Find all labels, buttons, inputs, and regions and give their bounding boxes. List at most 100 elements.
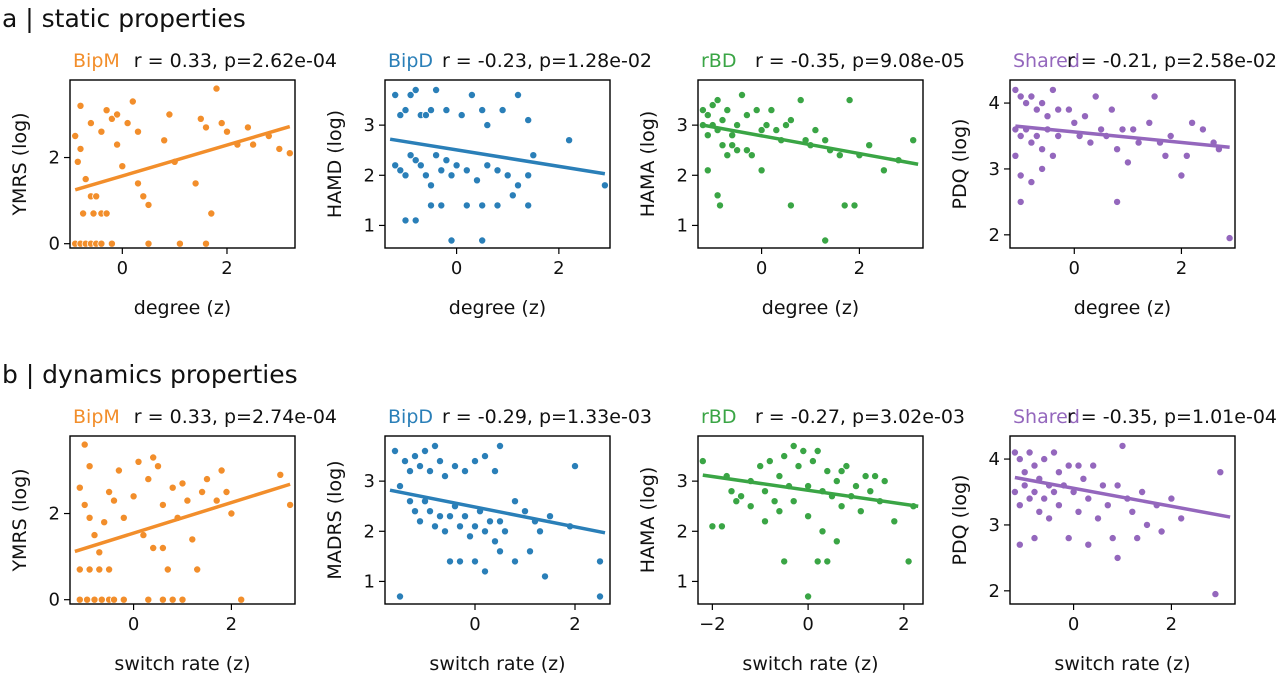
data-point (462, 166, 471, 175)
data-point (837, 502, 846, 511)
data-point (1054, 468, 1063, 477)
panel-b-rbd: rBD r = -0.27, p=3.02e-03 −2 0 2 1 2 3 switch ra… (637, 406, 965, 675)
data-point (1084, 540, 1093, 549)
data-point (1032, 105, 1041, 114)
data-point (1040, 455, 1049, 464)
x-tick-label: 2 (569, 614, 580, 635)
data-point (821, 236, 830, 245)
data-point (1091, 92, 1100, 101)
data-point (410, 507, 419, 516)
data-point (775, 507, 784, 516)
data-point (1143, 520, 1152, 529)
data-point (113, 110, 122, 119)
data-point (1081, 112, 1090, 121)
y-tick-label: 2 (49, 504, 60, 525)
data-point (440, 472, 449, 481)
y-tick-label: 1 (677, 571, 688, 592)
data-point (105, 487, 114, 496)
data-point (460, 467, 469, 476)
data-point (401, 216, 410, 225)
data-point (76, 144, 85, 153)
data-point (742, 111, 751, 120)
data-point (804, 592, 813, 601)
data-point (1177, 514, 1186, 523)
x-tick-label: 0 (1069, 258, 1080, 279)
data-point (514, 181, 523, 190)
data-point (1032, 131, 1041, 140)
data-point (904, 557, 913, 566)
x-tick-label: 0 (469, 614, 480, 635)
data-point (426, 201, 435, 210)
data-point (775, 472, 784, 481)
data-point (1084, 494, 1093, 503)
data-point (79, 209, 88, 218)
data-point (237, 595, 246, 604)
data-point (426, 106, 435, 115)
data-point (415, 517, 424, 526)
data-point (160, 136, 169, 145)
data-point (1108, 534, 1117, 543)
data-point (478, 106, 487, 115)
y-tick-label: 4 (989, 93, 1000, 114)
data-point (521, 507, 530, 516)
data-point (1016, 197, 1025, 206)
y-tick-label: 2 (989, 581, 1000, 602)
data-point (455, 557, 464, 566)
data-point (495, 517, 504, 526)
data-point (97, 127, 106, 136)
data-point (786, 116, 795, 125)
data-point (144, 475, 153, 484)
x-axis-label: degree (z) (1074, 297, 1171, 319)
data-point (83, 595, 92, 604)
data-point (149, 544, 158, 553)
data-point (107, 239, 116, 248)
group-label: BipD (388, 50, 433, 72)
data-point (202, 475, 211, 484)
data-point (485, 517, 494, 526)
data-point (508, 191, 517, 200)
data-point (153, 462, 162, 471)
data-point (703, 131, 712, 140)
data-point (75, 483, 84, 492)
section-b-title: b | dynamics properties (2, 360, 298, 389)
data-point (1118, 441, 1127, 450)
data-point (437, 201, 446, 210)
data-point (462, 201, 471, 210)
data-point (596, 592, 605, 601)
data-point (703, 166, 712, 175)
data-point (411, 86, 420, 95)
data-point (698, 457, 707, 466)
y-tick-label: 1 (364, 215, 375, 236)
data-point (1097, 125, 1106, 134)
data-point (1113, 553, 1122, 562)
y-axis-label: PDQ (log) (949, 475, 971, 566)
data-point (1086, 138, 1095, 147)
data-point (1161, 151, 1170, 160)
data-point (421, 171, 430, 180)
x-axis-label: switch rate (z) (742, 653, 878, 675)
data-point (391, 91, 400, 100)
y-tick-label: 2 (364, 165, 375, 186)
data-point (717, 522, 726, 531)
x-tick-label: −2 (699, 614, 726, 635)
data-point (97, 595, 106, 604)
data-point (1054, 131, 1063, 140)
data-point (845, 96, 854, 105)
data-point (770, 497, 779, 506)
data-point (480, 527, 489, 536)
data-point (761, 487, 770, 496)
data-point (1198, 125, 1207, 134)
data-point (425, 467, 434, 476)
data-point (447, 171, 456, 180)
data-point (804, 512, 813, 521)
data-point (144, 239, 153, 248)
data-point (81, 175, 90, 184)
data-point (1123, 158, 1132, 167)
data-point (128, 97, 137, 106)
data-point (1022, 99, 1031, 108)
regression-line (702, 473, 919, 508)
data-point (1045, 514, 1054, 523)
data-point (1216, 468, 1225, 477)
data-point (1211, 590, 1220, 599)
data-point (1064, 461, 1073, 470)
